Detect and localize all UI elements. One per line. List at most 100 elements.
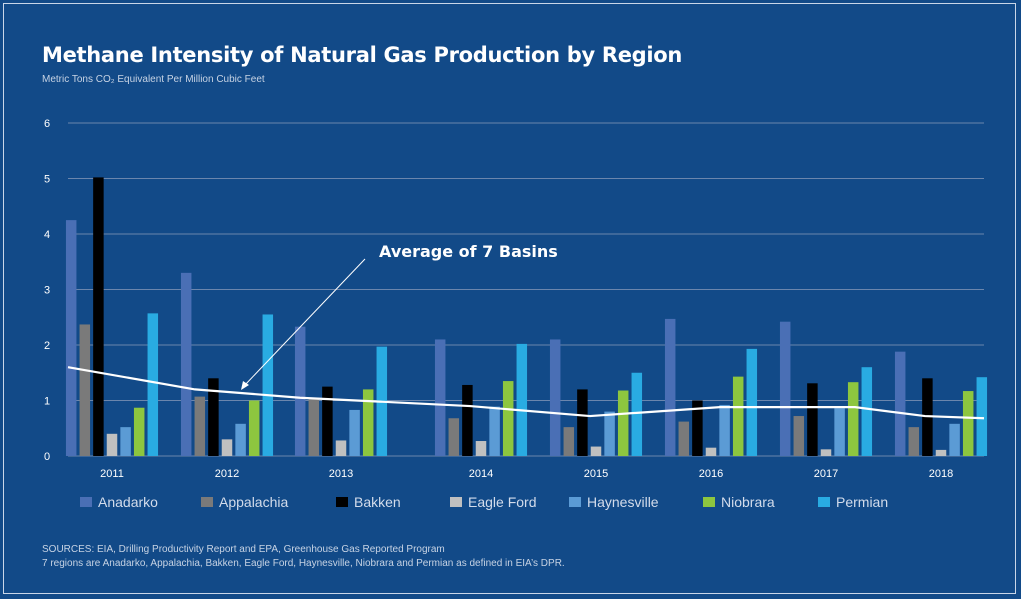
legend-label: Eagle Ford — [468, 494, 537, 510]
sources-line-1: SOURCES: EIA, Drilling Productivity Repo… — [42, 544, 445, 555]
bar-permian-2016 — [746, 348, 758, 456]
x-tick-label: 2016 — [699, 468, 723, 480]
bar-bakken-2011 — [93, 177, 104, 456]
bar-permian-2014 — [516, 343, 528, 456]
sources-line-2: 7 regions are Anadarko, Appalachia, Bakk… — [42, 558, 565, 569]
bar-bakken-2013 — [322, 386, 333, 456]
x-tick-label: 2012 — [215, 468, 239, 480]
bar-appalachia-2018 — [908, 427, 920, 456]
bar-anadarko-2012 — [180, 272, 192, 456]
x-tick-label: 2017 — [814, 468, 838, 480]
bar-niobrara-2014 — [502, 381, 514, 456]
bar-appalachia-2012 — [194, 396, 206, 456]
legend-swatch — [336, 497, 348, 507]
legend-item-eagle-ford: Eagle Ford — [450, 494, 536, 510]
bar-eagle-ford-2016 — [705, 447, 717, 456]
bar-appalachia-2015 — [563, 427, 575, 456]
legend-swatch — [569, 497, 581, 507]
y-tick-label: 6 — [44, 118, 50, 130]
bar-haynesville-2017 — [834, 408, 845, 456]
annotation-arrowhead — [241, 381, 249, 390]
legend-swatch — [703, 497, 715, 507]
legend-item-permian: Permian — [818, 494, 888, 510]
bar-bakken-2016 — [692, 400, 703, 456]
x-tick-label: 2015 — [584, 468, 608, 480]
bar-permian-2018 — [976, 377, 988, 456]
bar-eagle-ford-2015 — [590, 446, 602, 456]
chart-subtitle: Metric Tons CO₂ Equivalent Per Million C… — [42, 74, 265, 85]
y-tick-label: 0 — [44, 451, 50, 463]
legend-swatch — [201, 497, 213, 507]
bar-eagle-ford-2011 — [106, 433, 118, 456]
bar-anadarko-2015 — [549, 339, 561, 456]
legend-swatch — [450, 497, 462, 507]
sources-note: SOURCES: EIA, Drilling Productivity Repo… — [42, 543, 565, 571]
legend-swatch — [80, 497, 92, 507]
bar-eagle-ford-2018 — [935, 449, 947, 456]
bar-eagle-ford-2013 — [335, 440, 347, 456]
bar-appalachia-2013 — [308, 399, 320, 456]
bar-anadarko-2014 — [434, 339, 446, 456]
y-tick-label: 2 — [44, 340, 50, 352]
legend-swatch — [818, 497, 830, 507]
bar-bakken-2014 — [462, 384, 473, 456]
bar-haynesville-2015 — [604, 411, 615, 456]
legend-label: Permian — [836, 494, 889, 510]
legend-item-haynesville: Haynesville — [569, 494, 659, 510]
bar-appalachia-2011 — [79, 324, 91, 456]
bar-permian-2012 — [262, 314, 274, 456]
bar-bakken-2015 — [577, 389, 588, 456]
bar-niobrara-2017 — [847, 382, 859, 456]
bar-appalachia-2017 — [793, 416, 805, 456]
bar-bakken-2017 — [807, 383, 818, 456]
bar-niobrara-2018 — [962, 391, 974, 456]
y-tick-label: 1 — [44, 396, 50, 408]
annotation-label: Average of 7 Basins — [379, 242, 558, 261]
bar-anadarko-2016 — [664, 318, 676, 456]
legend-item-niobrara: Niobrara — [703, 494, 775, 510]
legend-item-appalachia: Appalachia — [201, 494, 288, 510]
legend-label: Niobrara — [721, 494, 775, 510]
x-tick-label: 2011 — [100, 468, 124, 480]
bar-haynesville-2016 — [719, 404, 730, 456]
bar-niobrara-2016 — [732, 376, 744, 456]
bar-niobrara-2013 — [362, 389, 374, 456]
bar-eagle-ford-2012 — [221, 439, 233, 456]
bar-haynesville-2013 — [349, 409, 360, 456]
bar-haynesville-2012 — [235, 423, 246, 456]
bar-permian-2017 — [861, 367, 873, 456]
bar-permian-2011 — [147, 313, 159, 456]
annotation-arrow — [243, 258, 366, 387]
legend-label: Appalachia — [219, 494, 289, 510]
legend-item-bakken: Bakken — [336, 494, 401, 510]
bar-haynesville-2018 — [949, 423, 960, 456]
bar-appalachia-2016 — [678, 421, 690, 456]
y-tick-label: 3 — [44, 285, 50, 297]
bar-niobrara-2015 — [617, 390, 629, 456]
y-tick-label: 5 — [44, 174, 50, 186]
legend-label: Haynesville — [587, 494, 659, 510]
bar-appalachia-2014 — [448, 418, 460, 456]
bar-anadarko-2018 — [894, 351, 906, 456]
bar-bakken-2012 — [208, 378, 219, 456]
x-tick-label: 2013 — [329, 468, 353, 480]
y-tick-label: 4 — [44, 229, 50, 241]
chart-title: Methane Intensity of Natural Gas Product… — [42, 43, 683, 67]
bar-permian-2015 — [631, 372, 643, 456]
bar-eagle-ford-2014 — [475, 441, 487, 456]
legend-label: Bakken — [354, 494, 401, 510]
legend-label: Anadarko — [98, 494, 158, 510]
x-tick-label: 2018 — [929, 468, 953, 480]
bar-niobrara-2012 — [248, 400, 260, 456]
bar-anadarko-2017 — [779, 321, 791, 456]
bar-anadarko-2013 — [294, 326, 306, 456]
bar-haynesville-2011 — [120, 427, 131, 456]
x-tick-label: 2014 — [469, 468, 493, 480]
legend-item-anadarko: Anadarko — [80, 494, 158, 510]
bar-haynesville-2014 — [489, 406, 500, 456]
average-line — [67, 366, 985, 420]
bar-anadarko-2011 — [65, 220, 77, 456]
bar-niobrara-2011 — [133, 407, 145, 456]
